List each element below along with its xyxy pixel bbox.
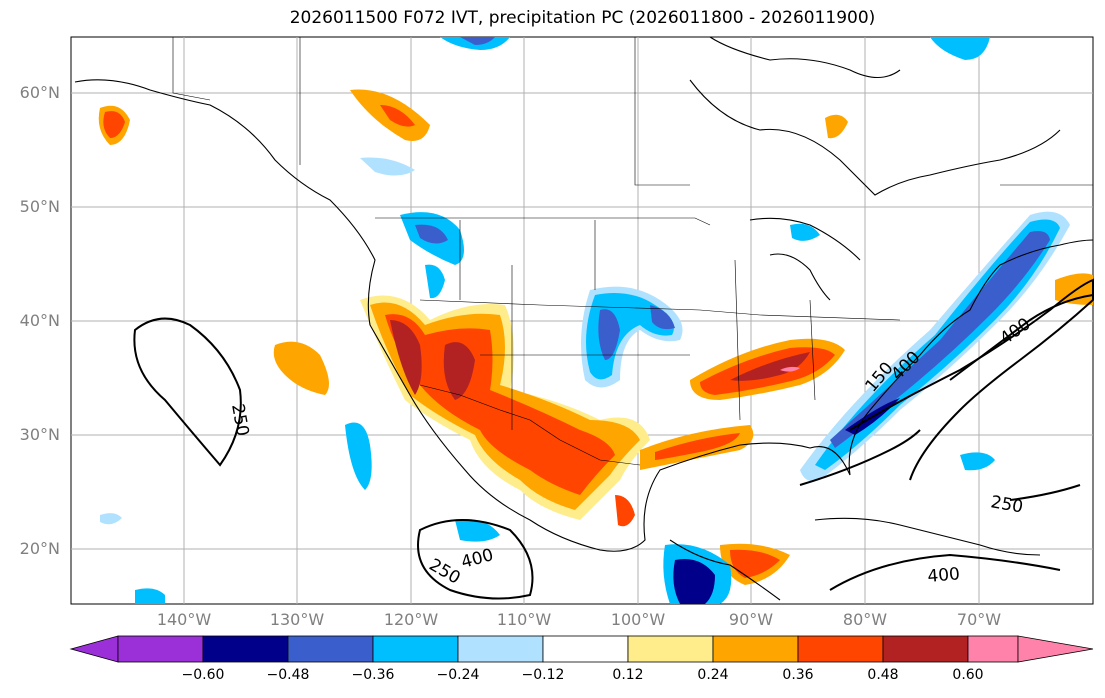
lat-label: 40°N: [19, 311, 60, 330]
lon-label: 120°W: [383, 610, 439, 629]
colorbar-tick-label: 0.24: [697, 667, 729, 683]
colorbar-tick-label: 0.12: [612, 667, 644, 683]
colorbar: [69, 635, 1094, 663]
colorbar-tick-label: 0.48: [867, 667, 899, 683]
political-borders: [172, 37, 1093, 466]
lon-label: 130°W: [269, 610, 325, 629]
precip-negative-areas: [100, 37, 1070, 604]
lon-label: 100°W: [610, 610, 666, 629]
ivt-contours: [133, 278, 1094, 600]
lat-label: 30°N: [19, 425, 60, 444]
colorbar-tick-label: −0.24: [436, 667, 480, 683]
lon-label: 70°W: [956, 610, 1002, 629]
colorbar-tick-label: 0.36: [782, 667, 814, 683]
colorbar-tick-label: −0.36: [351, 667, 395, 683]
colorbar-extend-low: [69, 635, 119, 663]
contour-label: 400: [927, 564, 961, 587]
lat-label: 20°N: [19, 539, 60, 558]
coastlines: [74, 36, 1094, 601]
precip-positive-areas: [98, 89, 1093, 585]
lat-label: 60°N: [19, 83, 60, 102]
lon-label: 110°W: [496, 610, 552, 629]
lon-label: 80°W: [842, 610, 888, 629]
lon-label: 140°W: [156, 610, 212, 629]
colorbar-tick-label: 0.60: [952, 667, 984, 683]
map-title: 2026011500 F072 IVT, precipitation PC (2…: [289, 8, 876, 28]
colorbar-extend-high: [1017, 635, 1094, 663]
colorbar-tick-label: −0.12: [521, 667, 565, 683]
lon-label: 90°W: [728, 610, 774, 629]
lat-label: 50°N: [19, 197, 60, 216]
colorbar-tick-label: −0.60: [181, 667, 225, 683]
colorbar-tick-label: −0.48: [266, 667, 310, 683]
